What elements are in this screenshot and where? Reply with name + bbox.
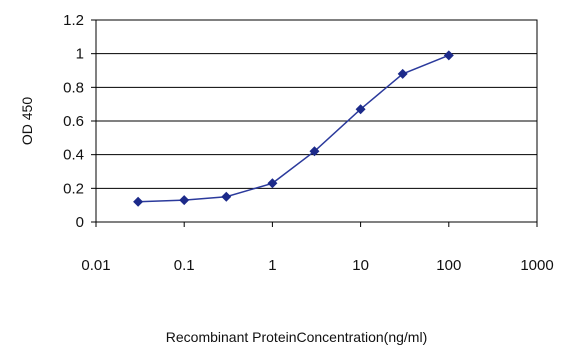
x-tick-label-0: 0.01 <box>81 257 110 274</box>
x-tick-label-3: 10 <box>352 257 369 274</box>
data-point-7 <box>443 50 454 61</box>
data-point-6 <box>397 68 408 79</box>
y-axis-title: OD 450 <box>19 97 35 145</box>
data-point-1 <box>179 195 190 206</box>
data-points <box>133 50 454 207</box>
data-point-3 <box>267 178 278 189</box>
y-tick-label-3: 0.6 <box>63 113 84 130</box>
y-tick-label-5: 1 <box>76 46 84 63</box>
y-tick-label-2: 0.4 <box>63 147 84 164</box>
gridlines <box>96 19 537 223</box>
y-tick-label-0: 0 <box>76 214 84 231</box>
data-point-4 <box>309 146 320 157</box>
x-tick-label-2: 1 <box>268 257 276 274</box>
x-axis-ticks: 0.01 0.1 1 10 100 1000 <box>81 222 554 274</box>
data-point-2 <box>221 191 232 202</box>
data-point-5 <box>355 104 366 115</box>
x-axis-title: Recombinant ProteinConcentration(ng/ml) <box>166 329 427 345</box>
y-tick-label-1: 0.2 <box>63 180 84 197</box>
x-tick-label-5: 1000 <box>520 257 553 274</box>
x-tick-label-1: 0.1 <box>174 257 195 274</box>
data-point-0 <box>133 196 144 207</box>
y-tick-label-6: 1.2 <box>63 12 84 29</box>
y-axis-ticks: 0 0.2 0.4 0.6 0.8 1 1.2 <box>63 12 96 231</box>
series-line <box>138 54 450 203</box>
x-tick-label-4: 100 <box>436 257 461 274</box>
y-tick-label-4: 0.8 <box>63 79 84 96</box>
